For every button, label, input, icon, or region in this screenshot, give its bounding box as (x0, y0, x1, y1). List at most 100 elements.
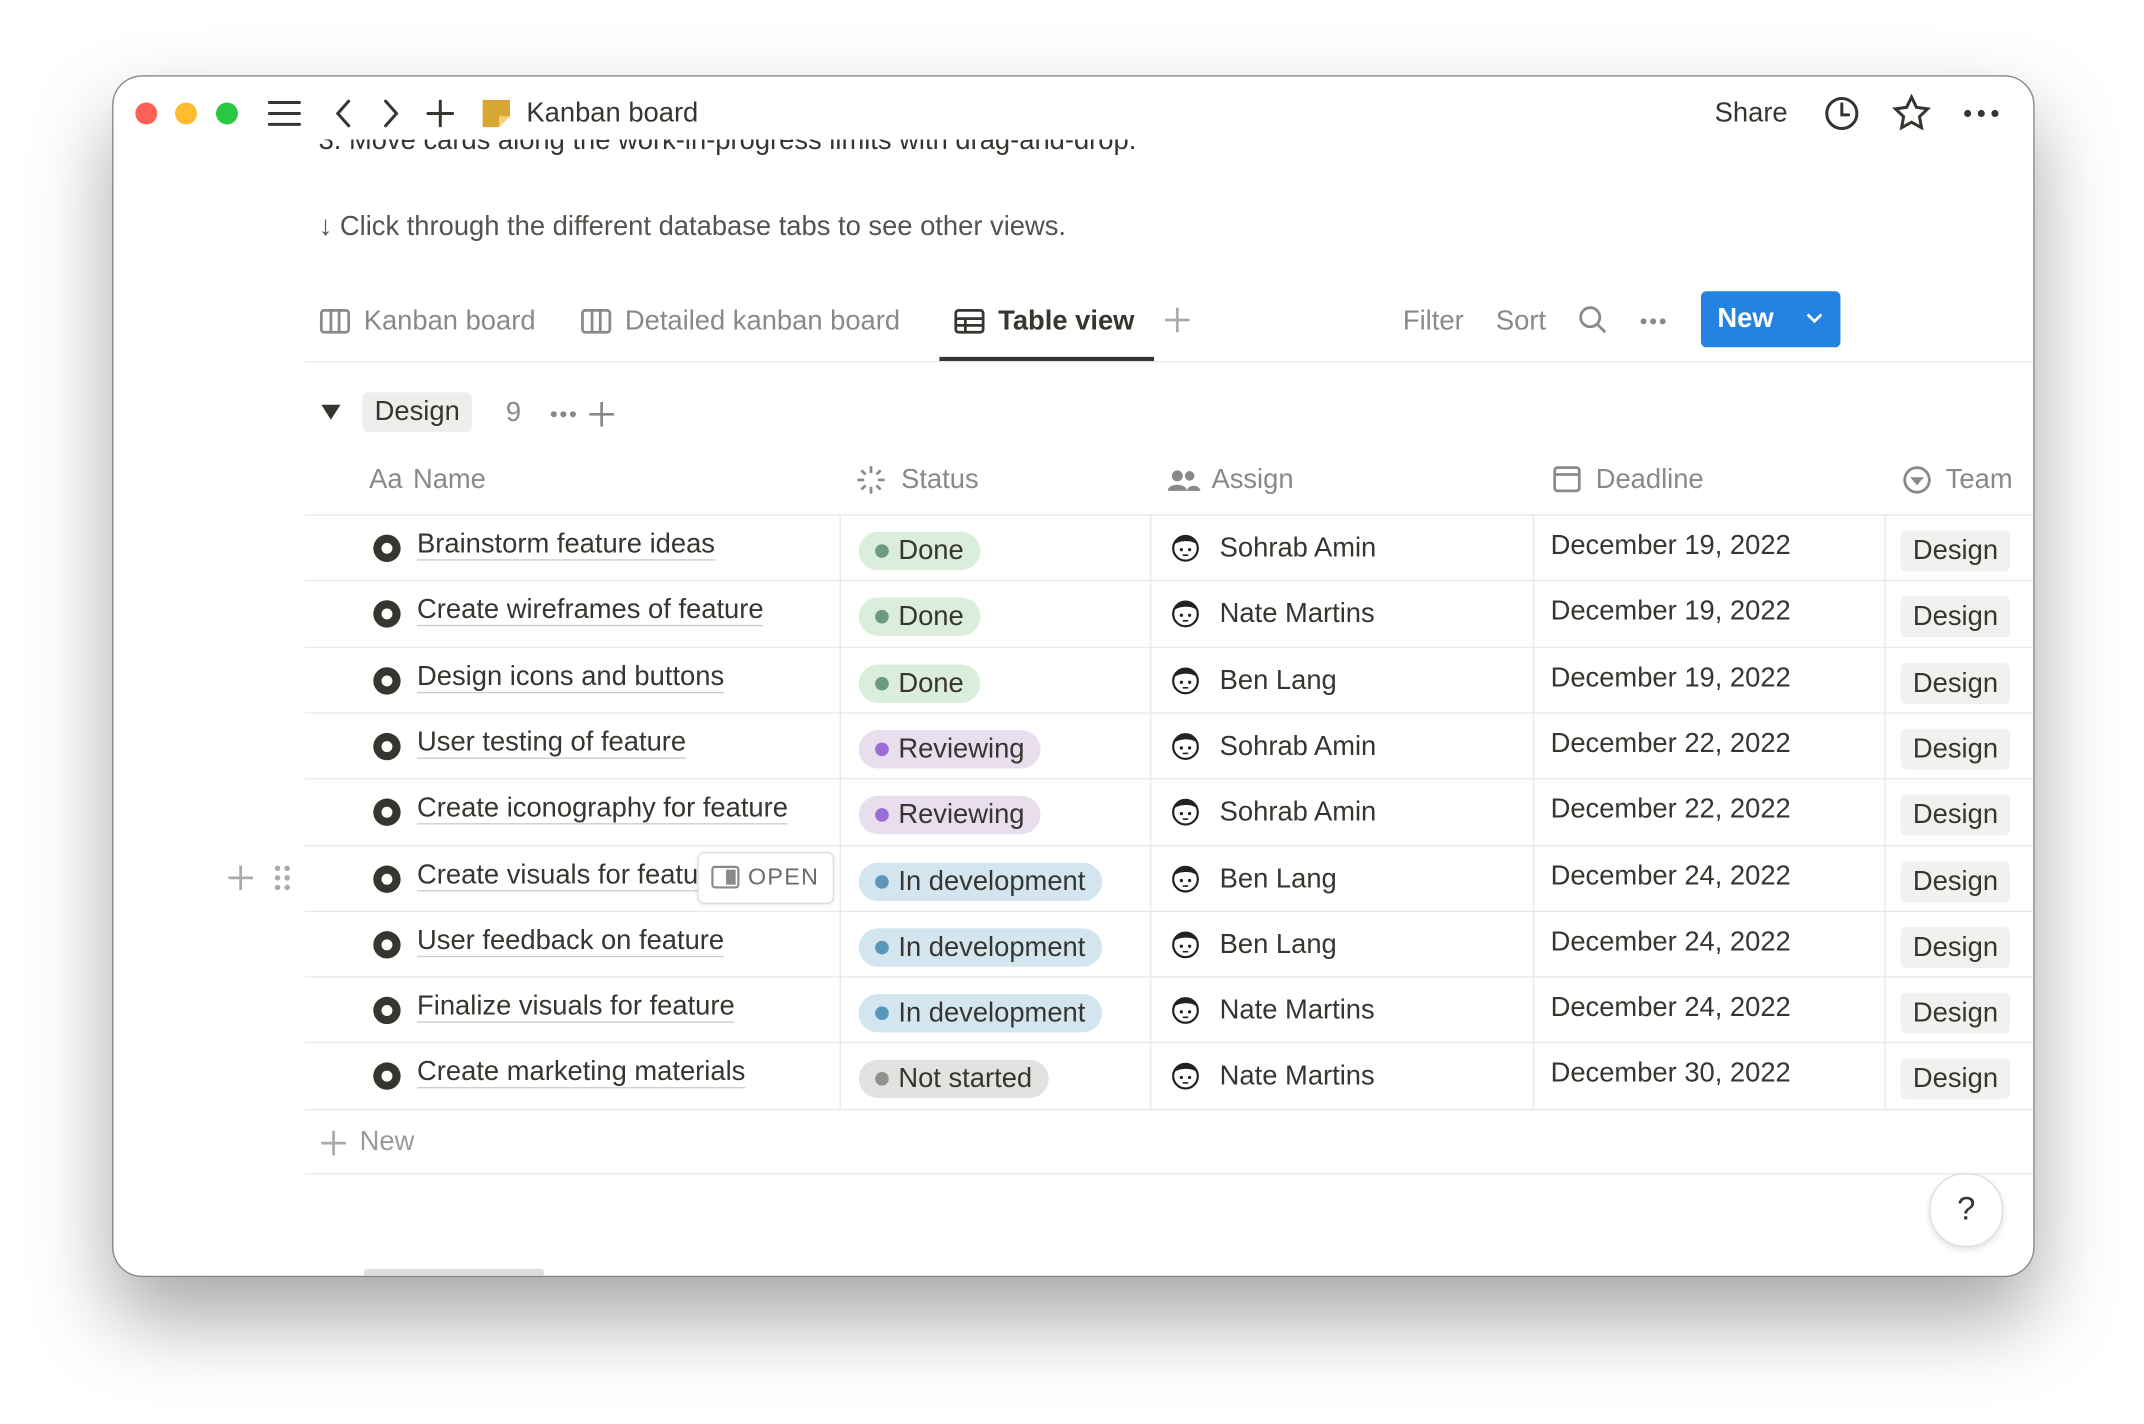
team-tag: Design (1900, 596, 2011, 638)
open-icon (711, 865, 740, 888)
row-line (304, 910, 2034, 912)
add-row[interactable]: New (359, 1126, 415, 1157)
avatar (1172, 865, 1199, 892)
share-button[interactable]: Share (1714, 98, 1788, 129)
team-tag: Design (1900, 926, 2011, 968)
avatar (1172, 666, 1199, 694)
avatar (1172, 997, 1199, 1024)
avatar (1172, 1063, 1199, 1091)
team-tag: Design (1900, 860, 2011, 902)
row-name[interactable]: User testing of feature (417, 727, 687, 758)
team-tag: Design (1900, 1058, 2011, 1100)
team-tag: Design (1900, 794, 2011, 836)
status-label: Done (898, 536, 964, 567)
status-dot (875, 1072, 889, 1087)
tab[interactable]: Kanban board (363, 306, 536, 337)
col-assign[interactable]: Assign (1211, 464, 1294, 495)
add-tab (1164, 307, 1190, 333)
row-name[interactable]: Design icons and buttons (417, 661, 725, 692)
status-label: Not started (898, 1064, 1033, 1095)
tab-icon (954, 309, 985, 334)
row-line (304, 778, 2034, 780)
deadline: December 19, 2022 (1550, 596, 1791, 627)
status-label: In development (898, 932, 1086, 963)
col-divider (839, 514, 841, 1109)
team-tag: Design (1900, 530, 2011, 572)
status-label: Done (898, 668, 964, 699)
tab-icon (581, 309, 612, 334)
deadline: December 30, 2022 (1550, 1058, 1791, 1089)
filter[interactable]: Filter (1402, 306, 1464, 337)
deadline: December 24, 2022 (1550, 860, 1791, 891)
row-line (304, 976, 2034, 978)
tab[interactable]: Table view (998, 306, 1135, 337)
deadline: December 22, 2022 (1550, 728, 1791, 759)
help-button[interactable]: ? (1929, 1173, 2004, 1248)
row-name[interactable]: Finalize visuals for feature (417, 991, 735, 1022)
status-label: Reviewing (898, 800, 1025, 831)
new-button[interactable]: New (1700, 291, 1841, 348)
row-name[interactable]: Create iconography for feature (417, 793, 788, 824)
hint: ↓ Click through the different database t… (318, 211, 1067, 243)
team-tag: Design (1900, 728, 2011, 770)
status-dot (875, 544, 889, 558)
col-divider (1532, 514, 1535, 1109)
row-name[interactable]: Create marketing materials (417, 1057, 746, 1088)
status-pill: In development (858, 994, 1102, 1033)
page-icon (373, 600, 401, 629)
row-line (304, 844, 2034, 846)
scrollbar (363, 1268, 545, 1276)
col-divider (1884, 514, 1886, 1109)
avatar (1172, 931, 1199, 958)
status-pill: Done (858, 531, 981, 571)
status-label: Done (898, 602, 964, 633)
toolbar-icons (1579, 306, 1666, 334)
sort[interactable]: Sort (1495, 306, 1547, 337)
page-icon (373, 666, 401, 695)
assignee: Ben Lang (1219, 929, 1337, 960)
window: Kanban board Share 3. Move cards along t… (112, 75, 2035, 1278)
assignee: Ben Lang (1219, 665, 1337, 696)
tab[interactable]: Detailed kanban board (624, 306, 901, 337)
cut-text: 3. Move cards along the work-in-progress… (318, 125, 1137, 156)
avatar (1172, 799, 1199, 826)
status-pill: In development (858, 862, 1102, 901)
deadline: December 24, 2022 (1550, 926, 1791, 957)
deadline: December 24, 2022 (1550, 992, 1791, 1023)
status-pill: Done (858, 597, 981, 637)
deadline: December 19, 2022 (1550, 662, 1791, 693)
header-line (304, 514, 2034, 516)
add-icon (321, 1130, 346, 1156)
row-line (304, 1042, 2034, 1044)
open-button[interactable]: OPEN (697, 851, 835, 904)
tab-icon (319, 309, 351, 334)
avatar (1172, 600, 1199, 628)
status-dot (875, 940, 889, 955)
col-name[interactable]: Name (412, 464, 486, 495)
col-deadline[interactable]: Deadline (1595, 464, 1704, 495)
name-icon: Aa (369, 464, 403, 495)
assignee: Nate Martins (1219, 995, 1375, 1026)
group-count: 9 (505, 397, 522, 428)
assignee: Ben Lang (1219, 863, 1337, 894)
group-name[interactable]: Design (362, 392, 473, 433)
row-line (304, 580, 2034, 582)
row-handle (228, 864, 290, 890)
deadline: December 19, 2022 (1550, 530, 1791, 561)
page-icon (373, 930, 401, 959)
col-status[interactable]: Status (901, 464, 979, 495)
row-name[interactable]: User feedback on feature (417, 925, 725, 956)
team-tag: Design (1900, 992, 2011, 1034)
status-dot (875, 874, 889, 889)
status-label: In development (898, 998, 1086, 1029)
row-line (304, 1108, 2034, 1110)
row-name[interactable]: Create wireframes of feature (417, 595, 764, 626)
page-icon (373, 1062, 401, 1091)
col-team[interactable]: Team (1945, 464, 2013, 495)
row-name[interactable]: Create visuals for feature (417, 859, 698, 890)
assignee: Nate Martins (1219, 599, 1375, 630)
row-name[interactable]: Brainstorm feature ideas (417, 529, 715, 560)
status-dot (875, 610, 889, 624)
